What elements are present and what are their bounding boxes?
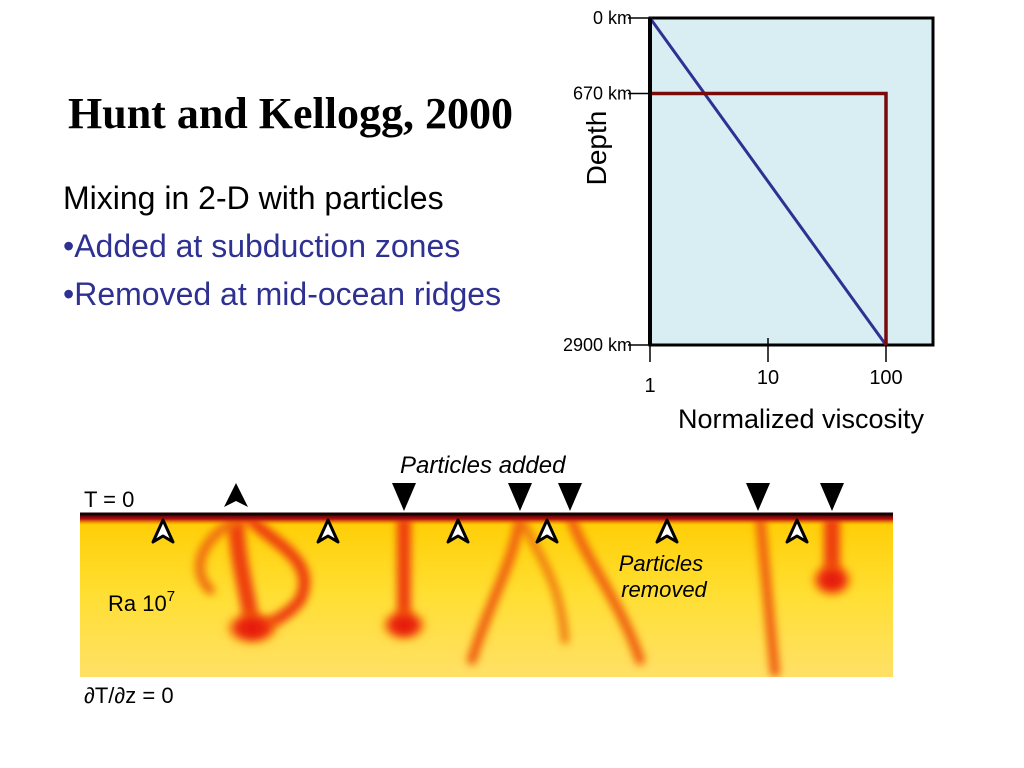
bottom-boundary-label: ∂T/∂z = 0 xyxy=(84,683,174,708)
depth-tick-670: 670 km xyxy=(573,84,632,104)
series-line-linear xyxy=(648,17,888,346)
top-boundary-label: T = 0 xyxy=(84,487,134,512)
down-arrow-icon xyxy=(508,483,532,511)
rayleigh-number-label: Ra 107 xyxy=(108,588,175,616)
x-tick-100: 100 xyxy=(869,367,902,389)
up-arrow-icon xyxy=(446,518,470,544)
x-tick-1: 1 xyxy=(644,375,655,397)
bullet-list: Mixing in 2-D with particles •Added at s… xyxy=(63,174,501,318)
up-arrow-icon xyxy=(655,518,679,544)
bullet-ridges: •Removed at mid-ocean ridges xyxy=(63,276,502,312)
viscosity-chart: 0 km 670 km 2900 km 1 10 100 Depth Norma… xyxy=(563,8,935,434)
axis-ticks xyxy=(628,17,887,362)
bullet-subduction: •Added at subduction zones xyxy=(63,228,461,264)
down-arrow-icon xyxy=(224,483,248,512)
down-arrow-icon xyxy=(558,483,582,511)
x-axis-label: Normalized viscosity xyxy=(678,404,925,434)
down-arrow-icon xyxy=(820,483,844,511)
depth-tick-2900: 2900 km xyxy=(563,335,632,355)
particles-added-markers xyxy=(224,483,844,512)
depth-axis-label: Depth xyxy=(581,111,612,186)
slide-title: Hunt and Kellogg, 2000 xyxy=(68,89,513,138)
up-arrow-icon xyxy=(785,518,809,544)
bullet-mixing: Mixing in 2-D with particles xyxy=(63,180,444,216)
particles-added-label: Particles added xyxy=(400,452,566,479)
down-arrow-icon xyxy=(746,483,770,511)
up-arrow-icon xyxy=(151,518,175,544)
up-arrow-icon xyxy=(535,518,559,544)
particles-removed-markers xyxy=(151,518,809,544)
series-line-layered xyxy=(650,91,888,345)
down-arrow-icon xyxy=(392,483,416,511)
up-arrow-icon xyxy=(316,518,340,544)
depth-tick-0: 0 km xyxy=(593,8,632,28)
convection-panel: T = 0 ∂T/∂z = 0 Particles added Particle… xyxy=(80,452,893,708)
chart-plot-area xyxy=(648,16,935,347)
x-tick-10: 10 xyxy=(757,367,779,389)
particles-removed-label: Particles removed xyxy=(619,551,709,602)
